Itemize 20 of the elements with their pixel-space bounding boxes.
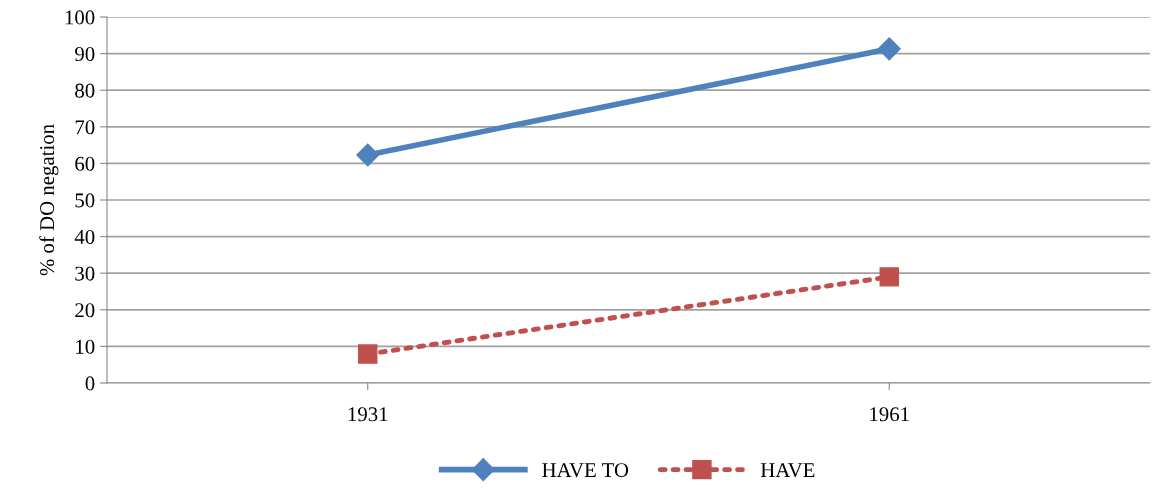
point bbox=[358, 344, 378, 364]
y-tick-label: 80 bbox=[75, 83, 95, 98]
y-tick-label: 0 bbox=[85, 376, 95, 391]
legend-label: HAVE bbox=[760, 463, 815, 478]
y-tick-label: 100 bbox=[65, 10, 95, 25]
point bbox=[356, 143, 380, 167]
x-tick-label: 1931 bbox=[348, 407, 388, 422]
y-tick-label: 10 bbox=[76, 339, 95, 354]
y-tick-label: 20 bbox=[75, 303, 95, 318]
x-tick-label: 1961 bbox=[870, 407, 909, 422]
y-axis-title: % of DO negation bbox=[39, 124, 59, 276]
y-tick-label: 70 bbox=[75, 120, 95, 135]
point bbox=[879, 267, 899, 287]
y-tick-label: 90 bbox=[75, 46, 95, 62]
y-tick-label: 60 bbox=[75, 156, 95, 171]
y-tick-label: 50 bbox=[75, 193, 95, 208]
y-tick-label: 40 bbox=[74, 229, 95, 245]
legend-label: HAVE TO bbox=[542, 463, 629, 478]
point bbox=[877, 37, 901, 61]
y-tick-label: 30 bbox=[75, 266, 95, 281]
